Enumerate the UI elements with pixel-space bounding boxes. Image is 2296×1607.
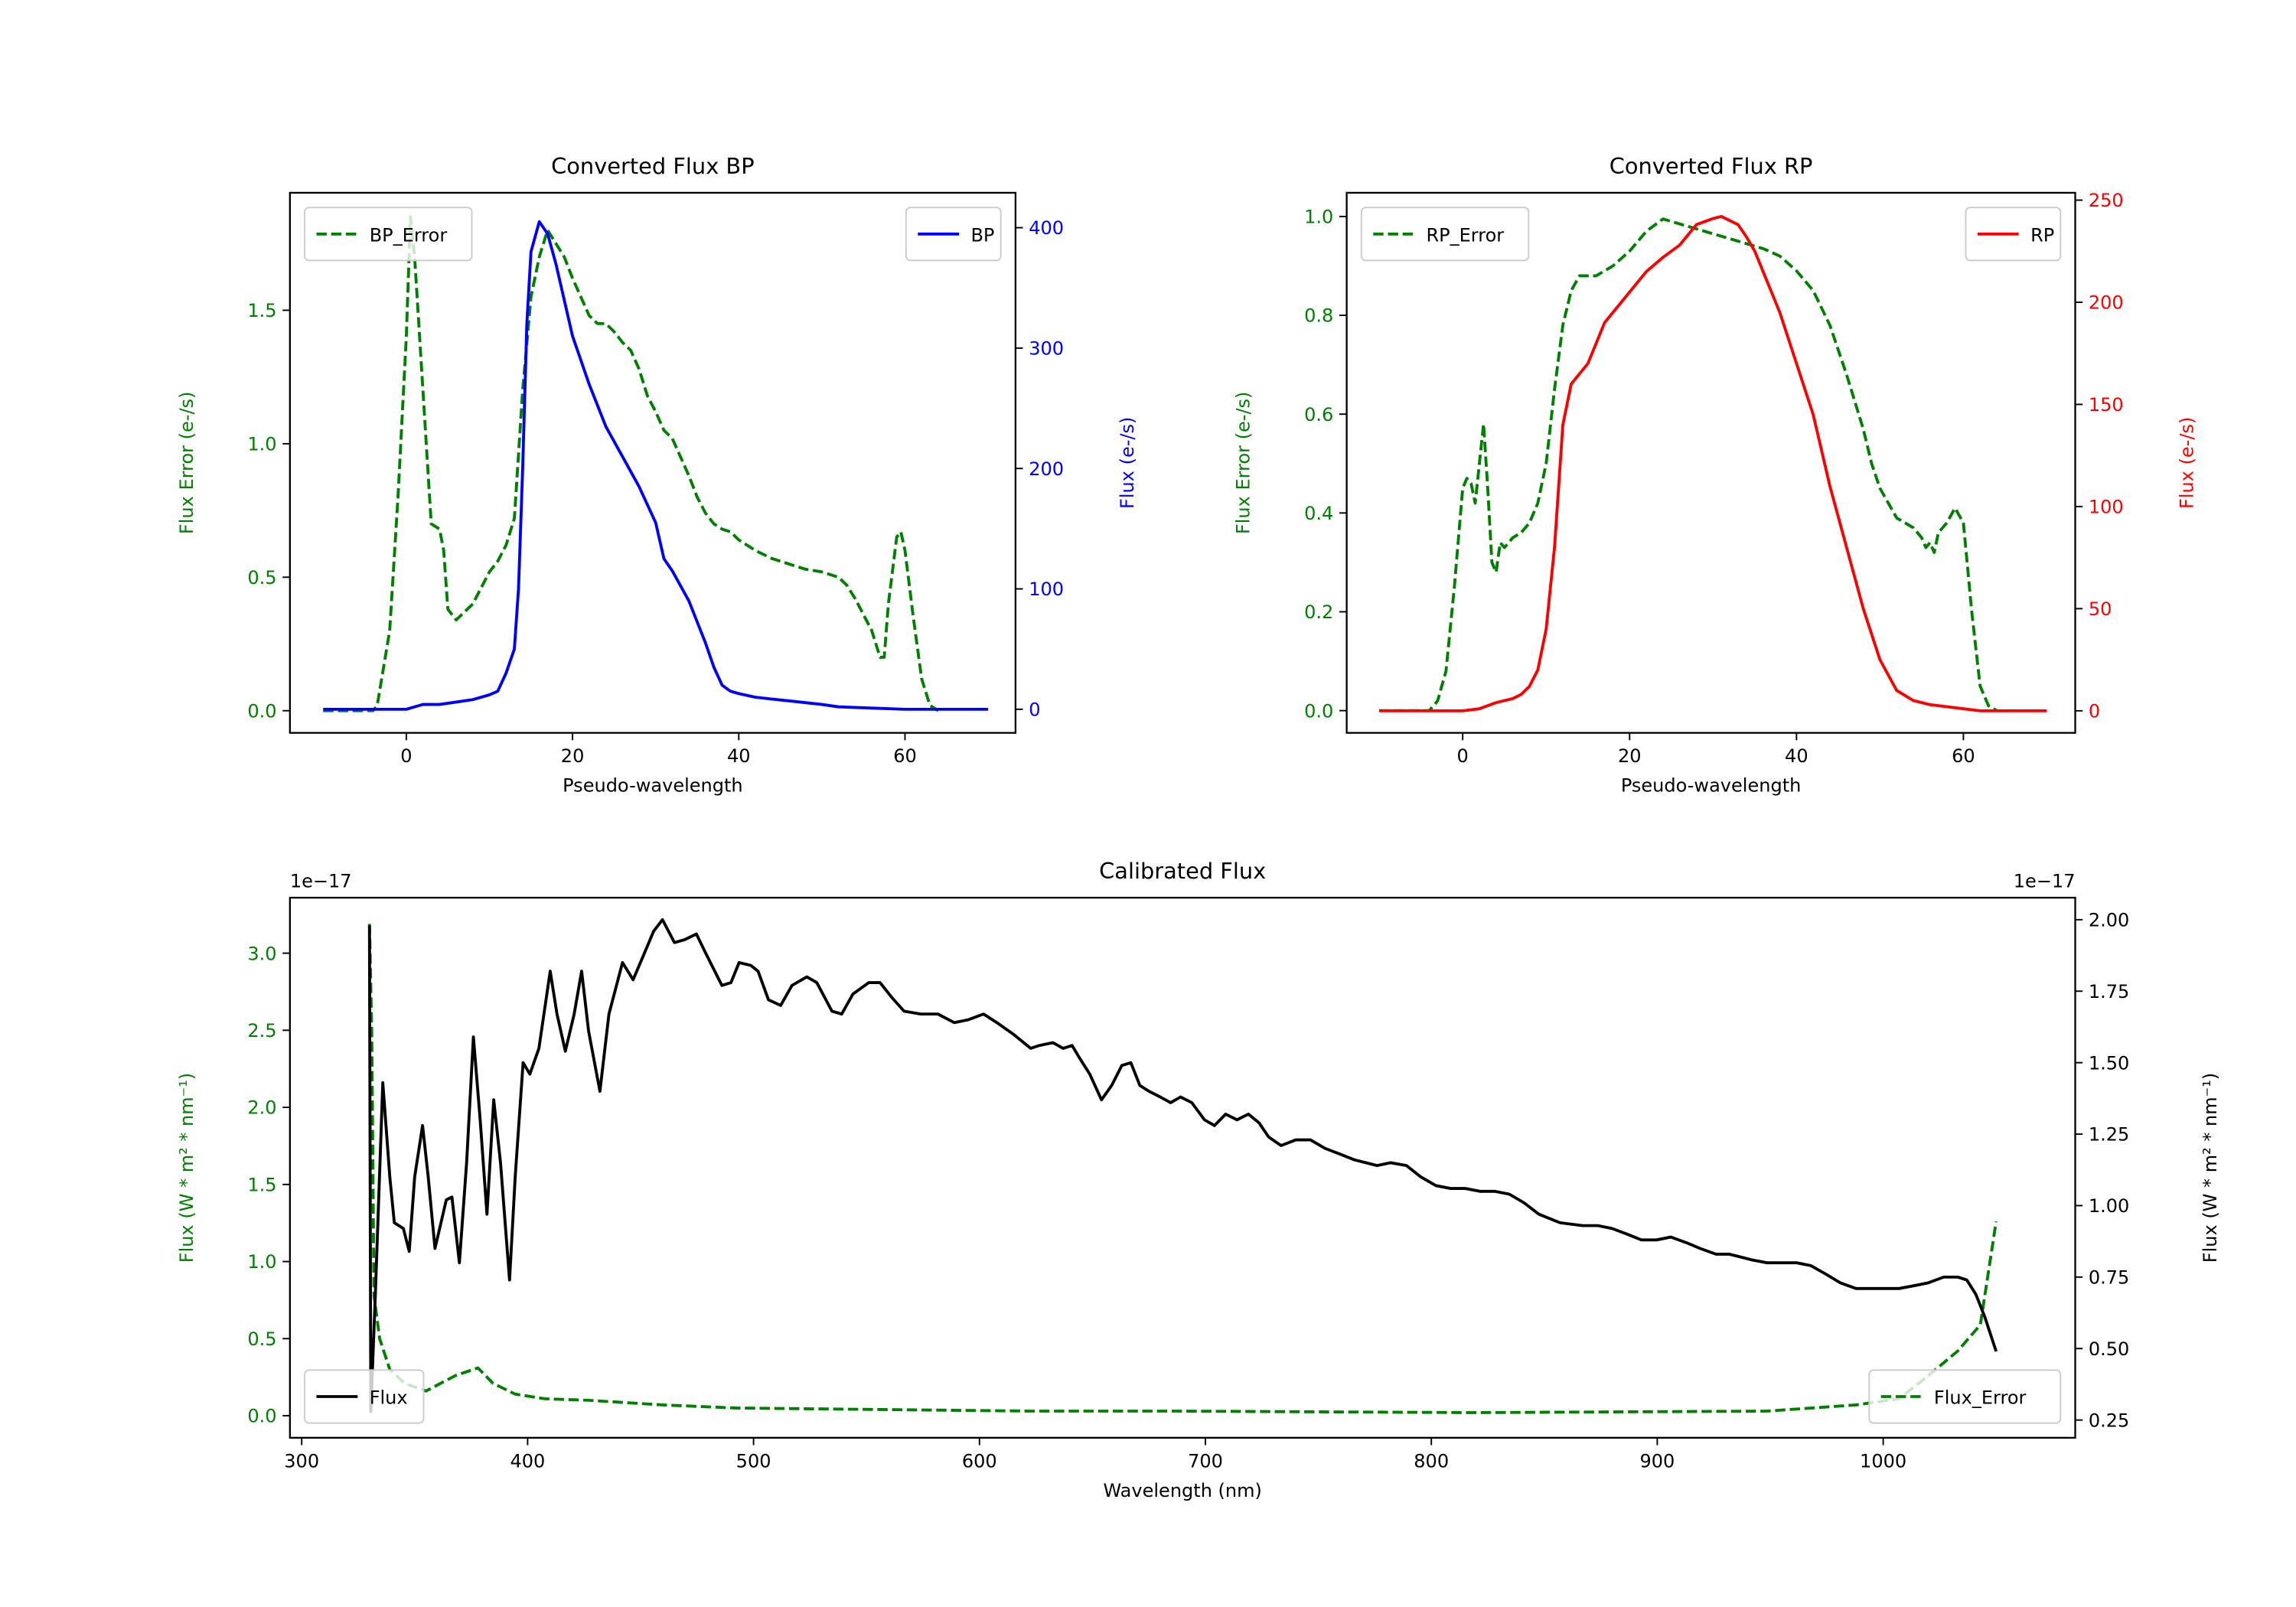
x-tick-label: 40 (1785, 745, 1808, 767)
right-y-tick-label: 2.00 (2089, 909, 2129, 931)
right-y-axis-label: Flux (e-/s) (1117, 417, 1138, 509)
legend-right: RP (1965, 207, 2062, 262)
series-rp-error-line (1379, 217, 1998, 712)
right-y-tick-label: 300 (1029, 338, 1064, 360)
left-y-axis-label: Flux (W * m² * nm⁻¹) (176, 1073, 197, 1263)
chart-title: Converted Flux BP (551, 153, 754, 179)
x-tick-label: 20 (561, 745, 585, 767)
axes-frame (289, 896, 2076, 1439)
left-y-tick-label: 0.0 (247, 1406, 276, 1427)
legend-box (1360, 207, 1530, 262)
legend-box (1868, 1369, 2062, 1424)
legend-label: RP (2030, 224, 2054, 246)
right-y-tick-label: 1.00 (2089, 1195, 2129, 1217)
left-y-tick-label: 1.5 (247, 300, 276, 321)
series-bp-error-line (323, 215, 939, 712)
left-y-tick-label: 0.2 (1304, 601, 1333, 623)
right-y-tick-label: 1.75 (2089, 981, 2129, 1002)
chart-title: Calibrated Flux (1099, 858, 1266, 884)
right-y-tick-label: 400 (1029, 217, 1064, 239)
right-y-tick-label: 1.50 (2089, 1052, 2129, 1074)
left-offset-text: 1e−17 (290, 871, 352, 892)
x-tick-label: 20 (1618, 745, 1642, 767)
x-tick-label: 300 (284, 1450, 319, 1472)
right-y-tick-label: 150 (2089, 394, 2124, 416)
x-tick-label: 60 (893, 745, 917, 767)
left-y-tick-label: 3.0 (247, 943, 276, 964)
subplot-2: 0 20 40 60 0.0 0.2 0.4 0.6 0.8 1.0 0 50 100 150 200 250… (1233, 153, 2198, 797)
x-tick-label: 40 (727, 745, 751, 767)
right-y-tick-label: 250 (2089, 190, 2124, 211)
left-y-tick-label: 1.0 (247, 434, 276, 455)
left-y-tick-label: 1.0 (1304, 207, 1333, 228)
right-y-tick-label: 100 (1029, 579, 1064, 600)
axes-frame (289, 191, 1017, 734)
subplot-3: 300 400 500 600 700 800 900 1000 0.0 0.5 1.0 1.5 2.0… (176, 858, 2221, 1501)
x-tick-label: 900 (1639, 1450, 1675, 1472)
legend-left: BP_Error (304, 207, 473, 262)
right-y-axis-label: Flux (W * m² * nm⁻¹) (2200, 1073, 2221, 1263)
legend-label: Flux_Error (1934, 1387, 2027, 1409)
x-tick-label: 600 (962, 1450, 997, 1472)
x-tick-label: 700 (1188, 1450, 1223, 1472)
left-y-tick-label: 2.0 (247, 1097, 276, 1119)
left-y-tick-label: 0.8 (1304, 305, 1333, 327)
legend-label: BP_Error (370, 224, 448, 246)
right-y-tick-label: 1.25 (2089, 1124, 2129, 1146)
left-y-tick-label: 2.5 (247, 1020, 276, 1041)
subplot-1: 0 20 40 60 0.0 0.5 1.0 1.5 0 100 200 300 400 Converte… (176, 153, 1138, 797)
series-bp-line (323, 220, 989, 711)
legend-box (304, 207, 473, 262)
series-flux-line (367, 918, 1998, 1413)
right-y-tick-label: 0 (2089, 701, 2100, 722)
right-y-tick-label: 200 (2089, 292, 2124, 314)
x-tick-label: 500 (736, 1450, 771, 1472)
left-y-tick-label: 0.5 (247, 1328, 276, 1350)
x-axis-label: Pseudo-wavelength (1621, 775, 1802, 797)
right-y-tick-label: 100 (2089, 497, 2124, 518)
left-y-tick-label: 0.0 (247, 700, 276, 722)
x-tick-label: 1000 (1860, 1450, 1906, 1472)
legend-left: Flux (304, 1369, 425, 1424)
left-y-tick-label: 1.5 (247, 1174, 276, 1195)
right-y-tick-label: 0 (1029, 699, 1040, 721)
legend-label: Flux (370, 1387, 408, 1409)
right-y-tick-label: 50 (2089, 598, 2112, 620)
x-axis-label: Pseudo-wavelength (563, 775, 743, 797)
legend-label: BP (970, 224, 994, 246)
left-y-axis-label: Flux Error (e-/s) (176, 392, 197, 535)
right-y-tick-label: 200 (1029, 458, 1064, 480)
x-tick-label: 400 (510, 1450, 545, 1472)
left-y-tick-label: 0.5 (247, 567, 276, 588)
left-y-tick-label: 1.0 (247, 1251, 276, 1273)
left-y-axis-label: Flux Error (e-/s) (1233, 392, 1254, 535)
legend-label: RP_Error (1426, 224, 1504, 246)
legend-box (304, 1369, 425, 1424)
left-y-tick-label: 0.6 (1304, 404, 1333, 425)
x-tick-label: 0 (1457, 745, 1469, 767)
left-y-tick-label: 0.4 (1304, 503, 1333, 524)
legend-right: Flux_Error (1868, 1369, 2062, 1424)
right-y-axis-label: Flux (e-/s) (2176, 417, 2197, 509)
right-offset-text: 1e−17 (2014, 871, 2076, 892)
x-axis-label: Wavelength (nm) (1103, 1480, 1261, 1501)
left-y-tick-label: 0.0 (1304, 700, 1333, 722)
right-y-tick-label: 0.25 (2089, 1410, 2129, 1431)
x-tick-label: 60 (1952, 745, 1975, 767)
right-y-tick-label: 0.75 (2089, 1267, 2129, 1289)
axes-frame (1345, 191, 2076, 734)
right-y-tick-label: 0.50 (2089, 1338, 2129, 1360)
legend-right: BP (905, 207, 1002, 262)
x-tick-label: 0 (400, 745, 412, 767)
chart-title: Converted Flux RP (1609, 153, 1813, 179)
series-rp-line (1379, 214, 2047, 712)
legend-left: RP_Error (1360, 207, 1530, 262)
x-tick-label: 800 (1414, 1450, 1449, 1472)
